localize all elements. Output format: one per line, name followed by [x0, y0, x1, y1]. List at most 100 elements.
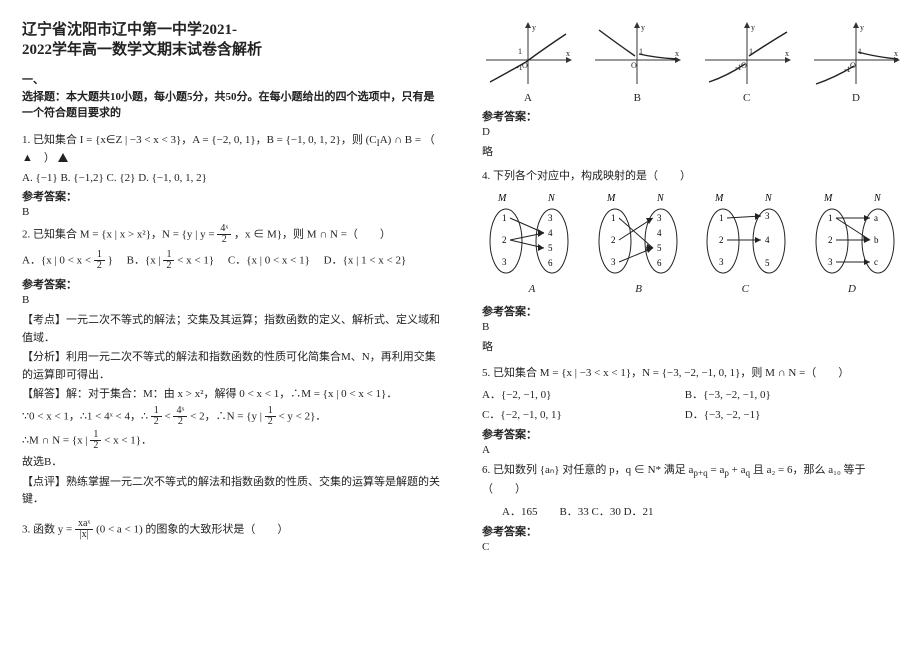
q2-frac-d: 2: [217, 235, 231, 246]
q2-half-4: 12: [265, 406, 276, 428]
q2-exp-6: 故选B．: [22, 454, 442, 472]
q5-options-row1: A．{−2, −1, 0} B．{−3, −2, −1, 0}: [482, 386, 902, 402]
q3-brief: 略: [482, 144, 902, 162]
q6-stem-b: = a: [710, 464, 724, 476]
q2-answer-key: 参考答案：: [22, 276, 442, 292]
svg-text:3: 3: [765, 211, 770, 221]
q4-label-b: B: [593, 283, 685, 295]
exam-title: 辽宁省沈阳市辽中第一中学2021- 2022学年高一数学文期末试卷含解析: [22, 20, 442, 61]
left-column: 辽宁省沈阳市辽中第一中学2021- 2022学年高一数学文期末试卷含解析 一、 …: [0, 0, 460, 651]
svg-text:y: y: [751, 23, 755, 32]
q6-options: A．165 B．33 C．30 D．21: [482, 503, 902, 519]
q2-exp5b: < x < 1}．: [104, 434, 152, 446]
q6-answer-key: 参考答案：: [482, 523, 902, 539]
q3-graph-c: Oxy 1 -1: [701, 20, 793, 88]
q2-opt-a: A．{x | 0 < x <: [22, 254, 94, 266]
svg-text:3: 3: [657, 213, 662, 223]
svg-text:3: 3: [502, 257, 507, 267]
q3-label-b: B: [591, 92, 683, 104]
q5-options-row2: C．{−2, −1, 0, 1} D．{−3, −2, −1}: [482, 406, 902, 422]
q5-stem: 5. 已知集合 M = {x | −3 < x < 1}，N = {−3, −2…: [482, 365, 902, 383]
q2-opt-c: C．{x | 0 < x < 1}: [228, 254, 310, 266]
svg-text:x: x: [675, 49, 679, 58]
q3-graph-labels: A B C D: [482, 92, 902, 104]
q2-half-3: 12: [151, 406, 162, 428]
q3-frac-d: |x|: [75, 530, 93, 541]
q2-exp-7: 【点评】熟练掌握一元二次不等式的解法和指数函数的性质、交集的运算等是解题的关键．: [22, 474, 442, 509]
q2-stem-a: 2. 已知集合 M = {x | x > x²}，N = {y | y =: [22, 228, 217, 240]
q4-answer-key: 参考答案：: [482, 303, 902, 319]
q1-options: A. {−1} B. {−1,2} C. {2} D. {−1, 0, 1, 2…: [22, 172, 442, 184]
q2-stem-b: ，x ∈ M}，则 M ∩ N =（ ）: [234, 228, 391, 240]
svg-text:2: 2: [502, 235, 507, 245]
q5-opt-c: C．{−2, −1, 0, 1}: [482, 406, 682, 422]
svg-text:6: 6: [657, 258, 662, 268]
q3-answer-key: 参考答案：: [482, 108, 902, 124]
svg-text:M: M: [606, 193, 616, 204]
svg-text:3: 3: [719, 257, 724, 267]
q3-label-c: C: [701, 92, 793, 104]
q2-exp4c: < 2，∴N = {y |: [190, 410, 265, 422]
svg-text:4: 4: [765, 235, 770, 245]
instructions-text: 选择题：本大题共10小题，每小题5分，共50分。在每小题给出的四个选项中，只有是…: [22, 89, 442, 122]
q6-sub-pq: p+q: [693, 469, 707, 479]
svg-text:c: c: [874, 257, 878, 267]
svg-text:N: N: [873, 193, 882, 204]
svg-text:1: 1: [518, 47, 522, 56]
q2-half-5: 12: [90, 430, 101, 452]
svg-text:a: a: [874, 213, 878, 223]
q4-label-a: A: [486, 283, 578, 295]
svg-text:M: M: [497, 193, 507, 204]
q2-exp-4: ∵0 < x < 1，∴1 < 4ˣ < 4，∴ 12 < 4ˣ2 < 2，∴N…: [22, 406, 442, 428]
svg-text:x: x: [566, 49, 570, 58]
svg-text:1: 1: [611, 213, 616, 223]
q3-stem-b: (0 < a < 1) 的图象的大致形状是（ ）: [96, 523, 288, 535]
svg-text:O: O: [631, 61, 637, 70]
q1-stem: 1. 已知集合 I = {x∈Z | −3 < x < 3}，A = {−2, …: [22, 132, 442, 168]
q3-fraction: xaˣ |x|: [75, 519, 93, 541]
q3-graph-d: Oxy 1 -1: [810, 20, 902, 88]
svg-text:M: M: [823, 193, 833, 204]
svg-text:N: N: [547, 193, 556, 204]
q2-exp4b: <: [165, 410, 174, 422]
q2-options: A．{x | 0 < x < 12 } B．{x | 12 < x < 1} C…: [22, 250, 442, 272]
svg-text:1: 1: [828, 213, 833, 223]
q6-stem-a: 6. 已知数列 {aₙ} 对任意的 p，q ∈ N* 满足 a: [482, 464, 693, 476]
svg-text:5: 5: [657, 243, 662, 253]
q3-label-d: D: [810, 92, 902, 104]
q2-half-2: 12: [163, 250, 174, 272]
q6-stem-c: + a: [732, 464, 746, 476]
q4-map-labels: A B C D: [482, 283, 902, 295]
q3-label-a: A: [482, 92, 574, 104]
q3-answer: D: [482, 126, 902, 138]
q6-stem: 6. 已知数列 {aₙ} 对任意的 p，q ∈ N* 满足 ap+q = ap …: [482, 462, 902, 498]
triangle-marker-icon: [58, 153, 68, 162]
q4-answer: B: [482, 321, 902, 333]
svg-text:2: 2: [611, 235, 616, 245]
q4-map-c: MN 123 345: [699, 191, 793, 279]
q2-frac-4x2: 4ˣ2: [173, 406, 187, 428]
q5-opt-d: D．{−3, −2, −1}: [685, 409, 761, 421]
q4-map-row: MN 123 3456 MN 123 3456: [482, 191, 902, 279]
svg-text:4: 4: [548, 228, 553, 238]
q2-exp-5: ∴M ∩ N = {x | 12 < x < 1}．: [22, 430, 442, 452]
svg-text:6: 6: [548, 258, 553, 268]
q2-opt-b2: < x < 1}: [177, 254, 214, 266]
svg-text:y: y: [641, 23, 645, 32]
q3-graph-b: Oxy 1: [591, 20, 683, 88]
svg-text:y: y: [860, 23, 864, 32]
q6-sub-p: p: [724, 469, 729, 479]
q5-answer-key: 参考答案：: [482, 426, 902, 442]
q2-opt-d: D．{x | 1 < x < 2}: [324, 254, 407, 266]
q3-stem-a: 3. 函数 y =: [22, 523, 75, 535]
q2-fraction: 4ˣ 2: [217, 224, 231, 246]
q5-answer: A: [482, 444, 902, 456]
q5-opt-b: B．{−3, −2, −1, 0}: [685, 389, 771, 401]
q4-stem: 4. 下列各个对应中，构成映射的是（ ）: [482, 168, 902, 186]
svg-text:1: 1: [502, 213, 507, 223]
title-line-1: 辽宁省沈阳市辽中第一中学2021-: [22, 22, 237, 38]
q2-exp-1: 【考点】一元二次不等式的解法；交集及其运算；指数函数的定义、解析式、定义域和值域…: [22, 312, 442, 347]
q2-stem: 2. 已知集合 M = {x | x > x²}，N = {y | y = 4ˣ…: [22, 224, 442, 246]
q1-stem-a: 1. 已知集合 I = {x∈Z | −3 < x < 3}，A = {−2, …: [22, 134, 377, 146]
q4-map-b: MN 123 3456: [591, 191, 685, 279]
